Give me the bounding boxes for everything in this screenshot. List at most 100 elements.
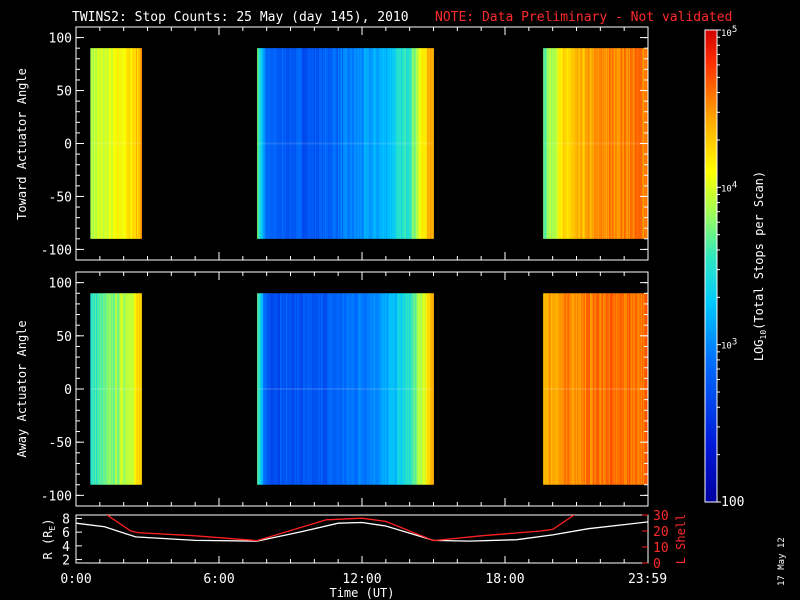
y-tick-label: 100: [49, 277, 72, 292]
heatmap-column: [612, 48, 615, 239]
toward-y-label: Toward Actuator Angle: [15, 68, 29, 220]
heatmap-column: [340, 48, 342, 239]
heatmap-column: [282, 48, 285, 239]
l-shell-tick-label: 0: [653, 557, 661, 572]
heatmap-column: [566, 293, 569, 485]
heatmap-column: [630, 48, 633, 239]
heatmap-column: [582, 48, 584, 239]
heatmap-column: [360, 48, 362, 239]
heatmap-column: [358, 293, 360, 485]
heatmap-column: [338, 48, 340, 239]
time-axis-label: Time (UT): [329, 586, 394, 600]
heatmap-column: [578, 293, 580, 485]
heatmap-column: [291, 293, 293, 485]
heatmap-column: [269, 293, 271, 485]
heatmap-column: [600, 293, 602, 485]
heatmap-column: [599, 48, 601, 239]
heatmap-column: [318, 293, 320, 485]
heatmap-column: [264, 48, 267, 239]
heatmap-column: [259, 293, 262, 485]
heatmap-column: [572, 48, 575, 239]
heatmap-column: [384, 293, 387, 485]
heatmap-column: [341, 293, 343, 485]
heatmap-column: [306, 293, 309, 485]
heatmap-column: [278, 48, 280, 239]
heatmap-column: [411, 293, 413, 485]
heatmap-column: [126, 293, 128, 485]
heatmap-column: [109, 293, 111, 485]
heatmap-column: [293, 48, 295, 239]
heatmap-column: [259, 48, 261, 239]
heatmap-column: [281, 48, 284, 239]
heatmap-column: [265, 48, 268, 239]
heatmap-column: [413, 293, 415, 485]
heatmap-column: [622, 48, 624, 239]
heatmap-column: [96, 293, 99, 485]
heatmap-column: [129, 293, 131, 485]
heatmap-column: [573, 293, 575, 485]
heatmap-column: [91, 48, 93, 239]
heatmap-column: [556, 48, 558, 239]
time-tick-label: 23:59: [628, 572, 667, 587]
heatmap-column: [555, 293, 557, 485]
heatmap-column: [300, 293, 303, 485]
heatmap-column: [317, 293, 319, 485]
heatmap-column: [585, 48, 587, 239]
zero-angle-band: [543, 388, 648, 390]
heatmap-column: [580, 293, 582, 485]
heatmap-column: [374, 293, 376, 485]
heatmap-column: [615, 293, 617, 485]
heatmap-column: [282, 293, 285, 485]
heatmap-column: [377, 48, 379, 239]
heatmap-column: [624, 293, 626, 485]
heatmap-column: [118, 48, 121, 239]
heatmap-column: [391, 293, 393, 485]
heatmap-column: [557, 293, 559, 485]
heatmap-column: [407, 48, 410, 239]
heatmap-column: [94, 48, 96, 239]
heatmap-column: [398, 48, 400, 239]
data-block-2: [257, 48, 434, 239]
heatmap-column: [103, 293, 105, 485]
heatmap-column: [260, 48, 263, 239]
heatmap-column: [299, 293, 301, 485]
heatmap-column: [416, 48, 418, 239]
heatmap-column: [625, 293, 627, 485]
heatmap-column: [425, 48, 428, 239]
heatmap-column: [579, 48, 581, 239]
heatmap-column: [351, 48, 353, 239]
heatmap-column: [258, 293, 260, 485]
heatmap-column: [366, 48, 369, 239]
heatmap-column: [125, 293, 127, 485]
heatmap-column: [266, 48, 269, 239]
heatmap-column: [286, 293, 289, 485]
heatmap-column: [339, 293, 341, 485]
y-tick-label: 0: [64, 138, 72, 153]
heatmap-column: [426, 48, 429, 239]
heatmap-column: [633, 293, 636, 485]
heatmap-column: [130, 48, 132, 239]
heatmap-column: [401, 293, 403, 485]
heatmap-column: [300, 293, 302, 485]
heatmap-column: [628, 48, 631, 239]
heatmap-column: [415, 293, 417, 485]
heatmap-column: [308, 293, 310, 485]
heatmap-column: [638, 48, 640, 239]
heatmap-column: [276, 293, 278, 485]
heatmap-column: [402, 48, 405, 239]
heatmap-column: [563, 293, 565, 485]
heatmap-column: [634, 293, 636, 485]
heatmap-column: [414, 293, 416, 485]
heatmap-column: [315, 48, 317, 239]
heatmap-column: [110, 48, 112, 239]
heatmap-column: [543, 48, 545, 239]
heatmap-column: [560, 293, 562, 485]
heatmap-column: [95, 48, 97, 239]
r-tick-label: 8: [62, 512, 70, 527]
l-shell-tick-label: 20: [653, 525, 669, 540]
heatmap-column: [414, 48, 416, 239]
heatmap-column: [297, 48, 299, 239]
heatmap-column: [374, 48, 376, 239]
heatmap-column: [305, 48, 308, 239]
heatmap-column: [278, 293, 280, 485]
